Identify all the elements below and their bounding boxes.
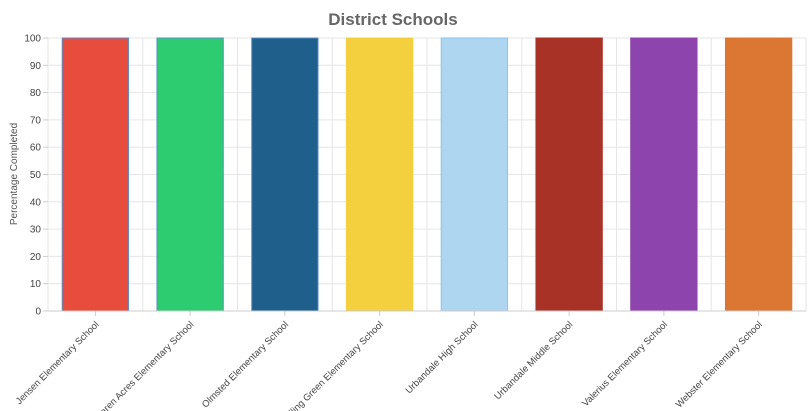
y-tick-label: 60 (30, 143, 42, 154)
bar[interactable] (345, 37, 414, 312)
y-tick-label: 10 (30, 279, 42, 290)
x-tick-label: Urbandale High School (404, 319, 481, 396)
bar[interactable] (535, 37, 603, 312)
x-tick-label: Rolling Green Elementary School (279, 319, 386, 411)
bar[interactable] (440, 37, 509, 312)
bars (61, 37, 793, 312)
chart-title: District Schools (328, 10, 457, 29)
x-tick-label: Olmsted Elementary School (200, 319, 291, 410)
y-tick-label: 50 (30, 170, 42, 181)
y-tick-label: 20 (30, 252, 42, 263)
y-tick-label: 70 (30, 115, 42, 126)
x-tick-label: Valerius Elementary School (580, 319, 670, 409)
bar[interactable] (156, 37, 224, 312)
y-tick-label: 0 (35, 307, 41, 318)
y-tick-label: 80 (30, 88, 42, 99)
x-tick-label: Webster Elementary School (674, 319, 765, 410)
y-axis-label: Percentage Completed (9, 123, 20, 225)
y-axis-ticks: 0 10 20 30 40 50 60 70 80 90 100 (24, 34, 48, 318)
bar[interactable] (630, 37, 698, 312)
x-tick-label: Urbandale Middle School (492, 319, 575, 402)
x-tick-label: Jensen Elementary School (14, 319, 102, 407)
y-tick-label: 90 (30, 61, 42, 72)
bar[interactable] (61, 37, 130, 312)
y-tick-label: 40 (30, 197, 42, 208)
y-tick-label: 30 (30, 225, 42, 236)
y-tick-label: 100 (24, 34, 41, 45)
bar[interactable] (251, 37, 319, 312)
x-tick-label: Karen Acres Elementary School (94, 319, 197, 411)
bar[interactable] (724, 37, 793, 312)
